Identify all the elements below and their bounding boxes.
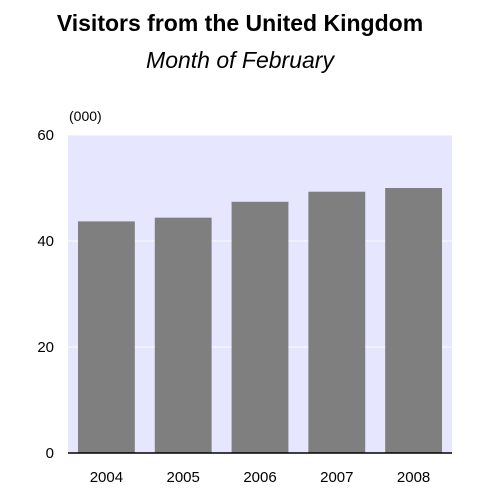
bar-2007 <box>308 191 366 453</box>
y-tick-label: 20 <box>37 339 54 356</box>
x-tick-label: 2004 <box>90 469 123 486</box>
chart-subtitle: Month of February <box>146 47 334 73</box>
x-tick-label: 2008 <box>397 469 430 486</box>
y-tick-label: 40 <box>37 233 54 250</box>
x-tick-label: 2007 <box>320 469 353 486</box>
bar-2006 <box>231 201 289 453</box>
chart-title: Visitors from the United Kingdom <box>56 10 424 36</box>
x-tick-label: 2006 <box>243 469 276 486</box>
y-tick-label: 0 <box>46 445 54 462</box>
y-unit-label: (000) <box>69 108 102 124</box>
x-tick-label: 2005 <box>167 469 200 486</box>
bar-2005 <box>154 217 212 453</box>
bar-2004 <box>77 221 135 453</box>
y-tick-label: 60 <box>37 127 54 144</box>
bar-2008 <box>385 188 443 453</box>
